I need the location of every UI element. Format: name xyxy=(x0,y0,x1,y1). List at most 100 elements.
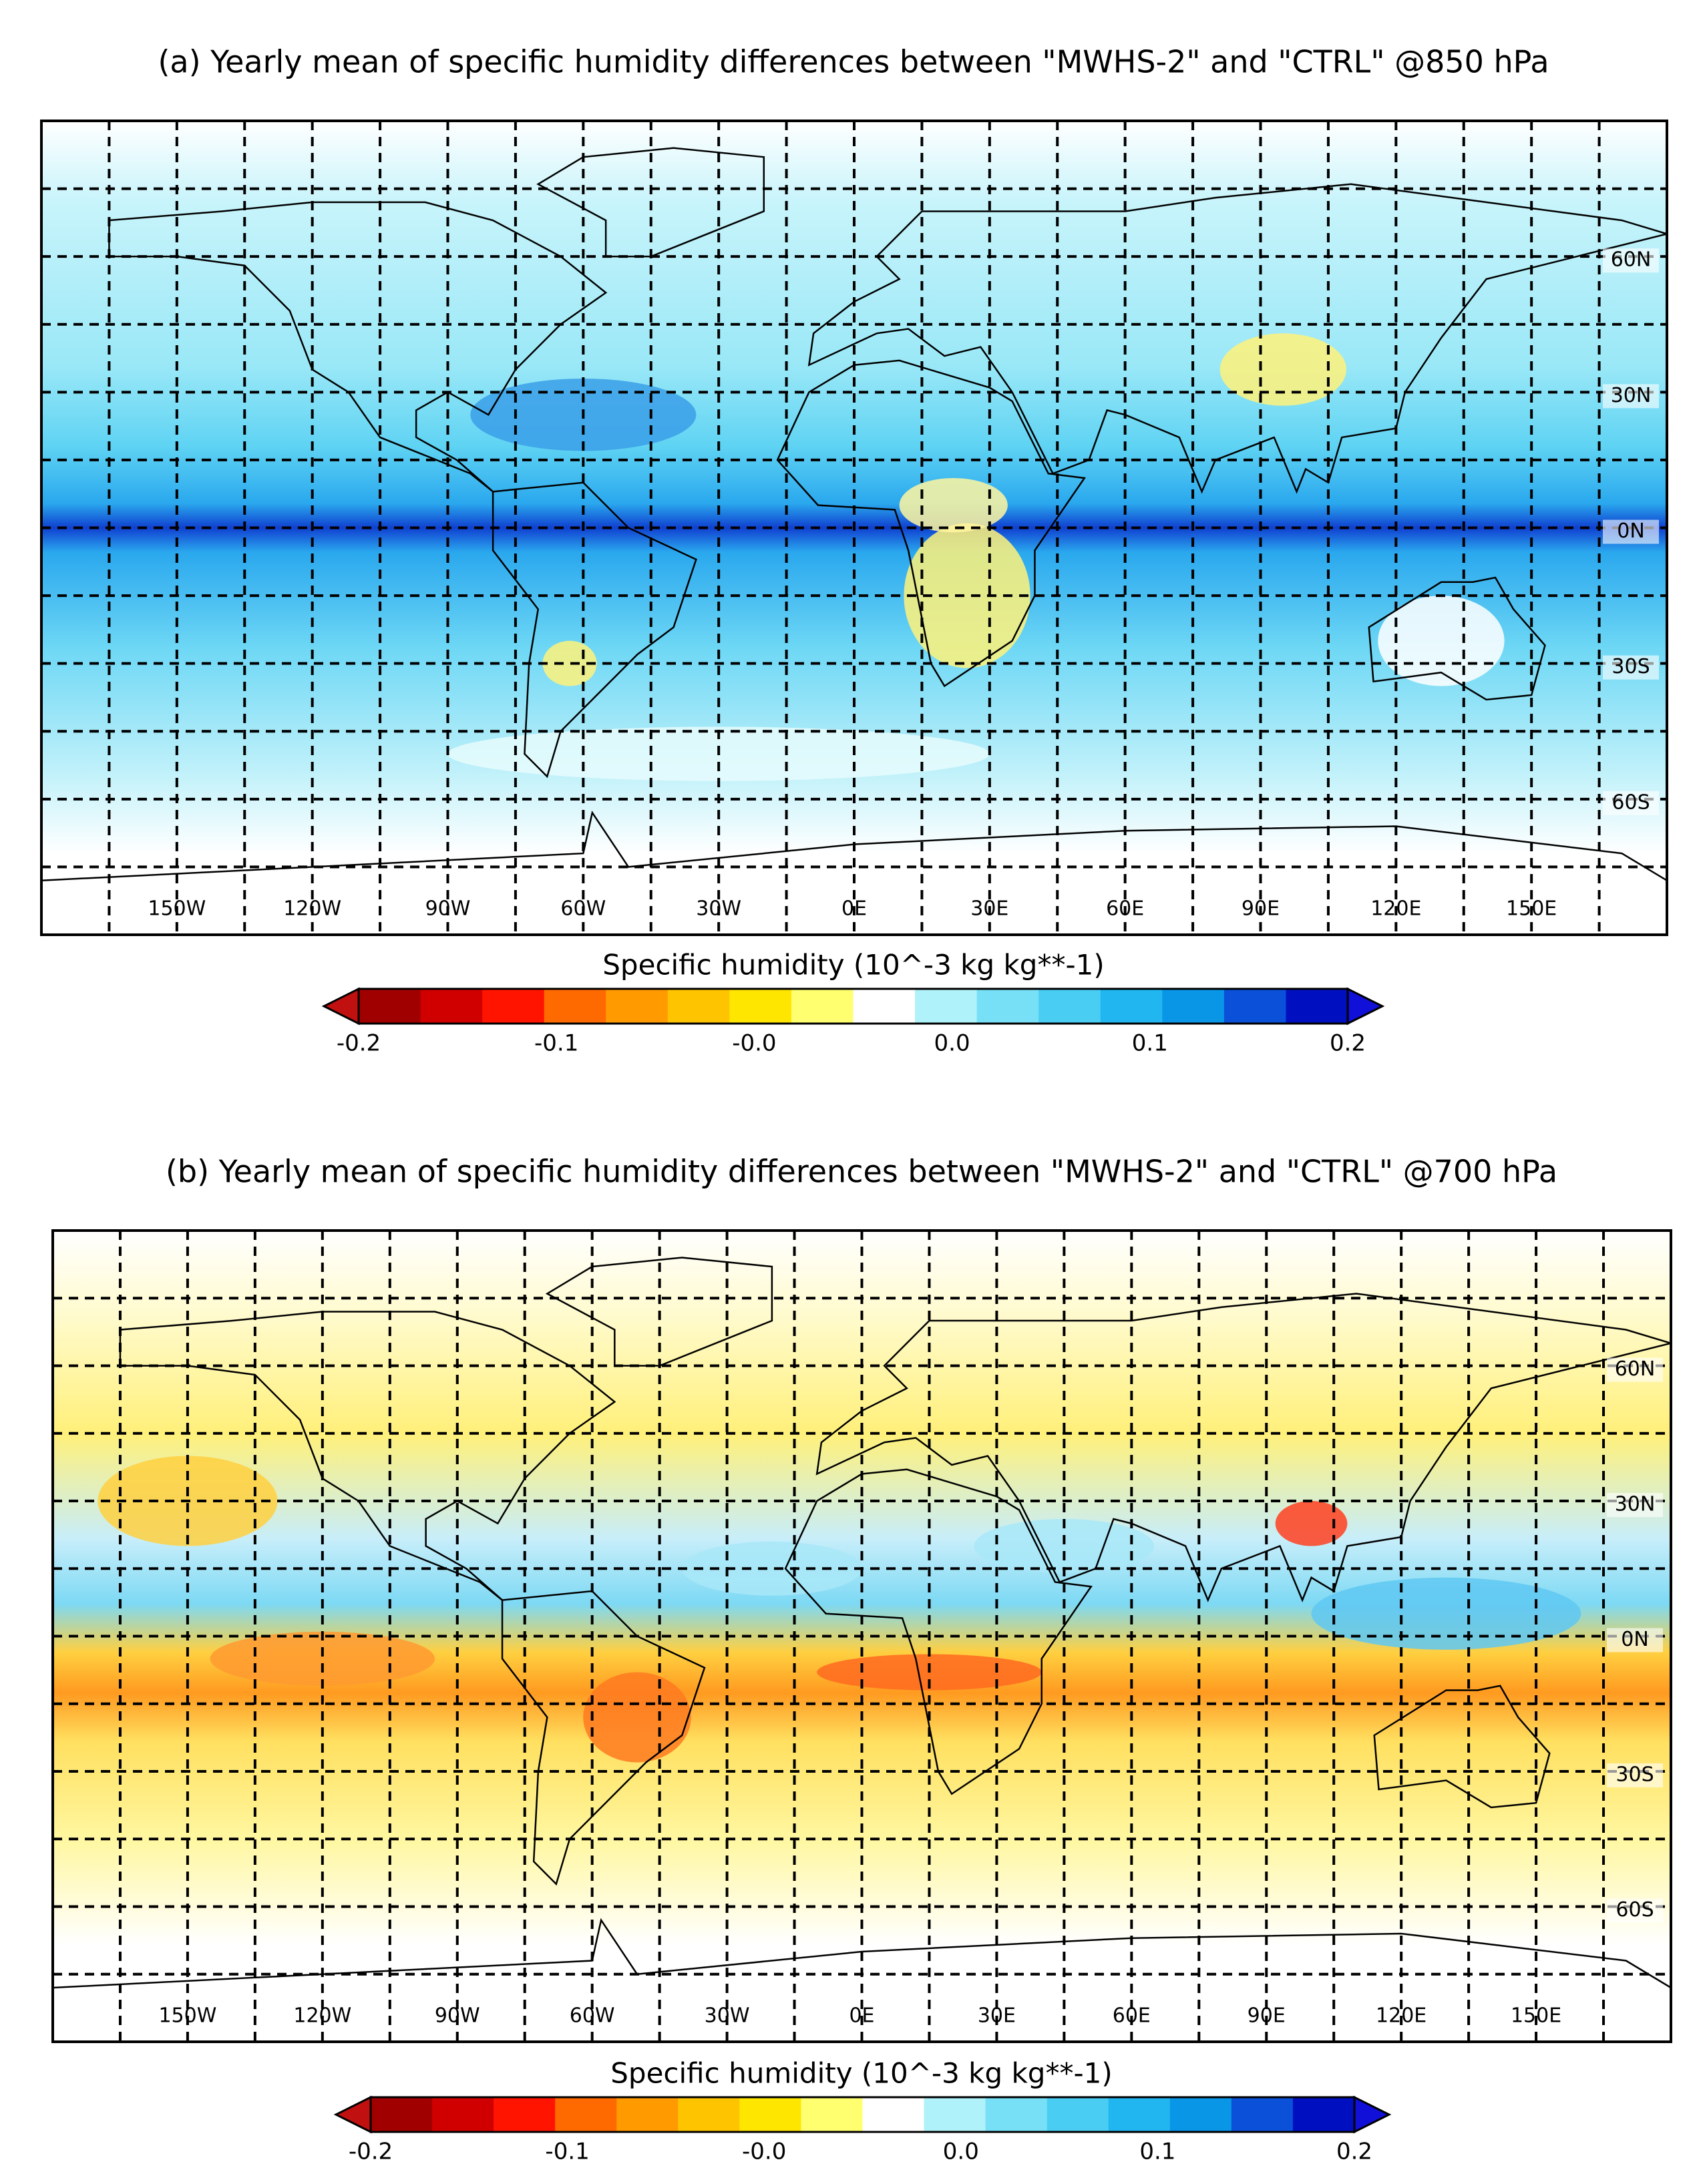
colorbar-over xyxy=(1346,987,1385,1026)
colorbar-swatch xyxy=(1231,2097,1294,2132)
colorbar-tick-label: -0.0 xyxy=(742,2139,786,2165)
colorbar-swatch xyxy=(862,2097,925,2132)
coastline xyxy=(1373,1685,1551,1809)
longitude-label: 120E xyxy=(1370,897,1421,921)
colorbar-swatch xyxy=(678,2097,740,2132)
colorbar-swatch xyxy=(359,989,421,1024)
label-backdrop xyxy=(1607,1898,1663,1923)
colorbar-swatch xyxy=(1038,989,1101,1024)
label-backdrop xyxy=(1603,655,1659,680)
latitude-label: 30N xyxy=(1611,384,1652,407)
colorbar-under xyxy=(321,987,360,1026)
colorbar-swatch xyxy=(924,2097,986,2132)
colorbar-tick-label: -0.0 xyxy=(732,1030,776,1057)
label-backdrop xyxy=(1603,519,1659,544)
longitude-label: 0E xyxy=(849,2004,874,2028)
colorbar-tick-label: 0.2 xyxy=(1336,2139,1372,2165)
label-backdrop xyxy=(1603,791,1659,815)
longitude-label: 60E xyxy=(1106,897,1144,921)
map-field xyxy=(53,1231,1671,2042)
colorbar-swatch xyxy=(853,989,916,1024)
longitude-label: 150E xyxy=(1511,2004,1561,2028)
colorbar-label: Specific humidity (10^-3 kg kg**-1) xyxy=(602,949,1104,981)
colorbar-tick-label: 0.2 xyxy=(1330,1030,1366,1057)
longitude-label: 60E xyxy=(1113,2004,1151,2028)
latitude-label: 30N xyxy=(1615,1493,1656,1516)
colorbar-tick-label: 0.0 xyxy=(934,1030,970,1057)
colorbar-swatch xyxy=(915,989,978,1024)
longitude-label: 30E xyxy=(970,897,1008,921)
colorbar: -0.2 -0.1 -0.0 0.0 0.1 0.2 xyxy=(321,987,1385,1057)
map-frame xyxy=(40,120,1668,936)
longitude-label: 120W xyxy=(293,2004,351,2028)
colorbar-swatch xyxy=(729,989,792,1024)
longitude-label: 150E xyxy=(1506,897,1557,921)
latitude-label: 60S xyxy=(1616,1898,1654,1922)
coastline xyxy=(784,1468,1093,1795)
latitude-label: 60N xyxy=(1615,1357,1656,1381)
colorbar-swatch xyxy=(801,2097,863,2132)
latitude-label: 60N xyxy=(1611,248,1652,272)
colorbar-swatch xyxy=(494,2097,556,2132)
colorbar-swatch xyxy=(1286,989,1348,1024)
colorbar-swatch xyxy=(976,989,1039,1024)
field-anomaly xyxy=(899,478,1008,533)
colorbar-swatch xyxy=(985,2097,1048,2132)
label-backdrop xyxy=(1603,384,1659,409)
field-anomaly xyxy=(1311,1577,1581,1650)
latitude-label: 0N xyxy=(1617,519,1645,543)
map-panel: 150W 120W 90W 60W 30W 0E 30E 60E 90E 120E 150E 60N 3… xyxy=(51,1229,1672,2043)
map-frame xyxy=(51,1229,1672,2043)
colorbar-over xyxy=(1353,2095,1392,2134)
colorbar-under xyxy=(333,2095,372,2134)
colorbar-swatch xyxy=(1100,989,1163,1024)
colorbar-swatch xyxy=(1223,989,1286,1024)
longitude-label: 90E xyxy=(1242,897,1280,921)
colorbar-swatch xyxy=(616,2097,679,2132)
colorbar-swatch xyxy=(1169,2097,1232,2132)
longitude-label: 0E xyxy=(841,897,867,921)
latitude-label: 0N xyxy=(1621,1628,1649,1651)
latitude-label: 30S xyxy=(1616,1763,1654,1787)
longitude-label: 60W xyxy=(560,897,606,921)
field-anomaly xyxy=(904,523,1030,668)
label-backdrop xyxy=(1607,1493,1663,1517)
longitude-label: 30W xyxy=(705,2004,750,2028)
longitude-label: 90E xyxy=(1248,2004,1286,2028)
colorbar-swatch xyxy=(1292,2097,1355,2132)
colorbar-swatch xyxy=(371,2097,433,2132)
coastline xyxy=(807,183,1667,494)
field-anomaly xyxy=(1219,333,1346,406)
field-anomaly xyxy=(1275,1501,1348,1546)
label-backdrop xyxy=(1607,1763,1663,1787)
coastline xyxy=(501,1590,706,1886)
field-anomaly xyxy=(682,1541,862,1596)
colorbar-label: Specific humidity (10^-3 kg kg**-1) xyxy=(610,2057,1112,2090)
longitude-label: 30W xyxy=(696,897,741,921)
coastline xyxy=(776,359,1087,688)
coastline xyxy=(119,1311,616,1601)
longitude-label: 150W xyxy=(148,897,206,921)
colorbar-tick-label: -0.1 xyxy=(545,2139,589,2165)
field-anomaly xyxy=(583,1672,691,1763)
colorbar-tick-label: 0.0 xyxy=(943,2139,979,2165)
colorbar-tick-label: -0.2 xyxy=(337,1030,381,1057)
colorbar-frame xyxy=(369,2096,1356,2133)
latitude-label: 30S xyxy=(1611,655,1650,678)
label-backdrop xyxy=(1603,248,1659,273)
colorbar-swatch xyxy=(482,989,545,1024)
map-panel: 150W 120W 90W 60W 30W 0E 30E 60E 90E 120E 150E 60N 3… xyxy=(40,120,1668,936)
longitude-label: 120W xyxy=(283,897,341,921)
colorbar: -0.2 -0.1 -0.0 0.0 0.1 0.2 xyxy=(333,2095,1392,2165)
latitude-label: 60S xyxy=(1611,791,1650,814)
colorbar-swatch xyxy=(606,989,669,1024)
label-backdrop xyxy=(1607,1628,1663,1653)
longitude-label: 150W xyxy=(158,2004,216,2028)
longitude-label: 120E xyxy=(1376,2004,1427,2028)
longitude-label: 90W xyxy=(435,2004,480,2028)
colorbar-swatch xyxy=(544,989,606,1024)
colorbar-tick-label: 0.1 xyxy=(1139,2139,1175,2165)
colorbar-swatch xyxy=(791,989,854,1024)
longitude-label: 90W xyxy=(425,897,471,921)
